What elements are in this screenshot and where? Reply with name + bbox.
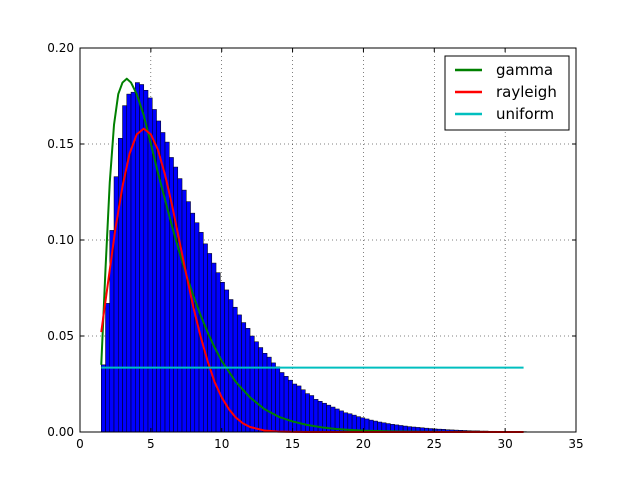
histogram-bar [245, 328, 251, 433]
histogram-bar [220, 281, 225, 433]
histogram-bar [181, 189, 187, 433]
histogram-bar [101, 364, 106, 433]
y-tick-label: 0.00 [47, 425, 74, 439]
histogram-bar [203, 243, 208, 433]
x-tick-label: 15 [285, 437, 300, 451]
histogram-bar [190, 212, 196, 433]
histogram-bar [275, 366, 281, 433]
histogram-bar [139, 84, 145, 433]
histogram-bar [241, 322, 247, 433]
histogram-bar [283, 376, 289, 433]
legend-label-gamma: gamma [496, 61, 553, 79]
x-tick-label: 25 [427, 437, 442, 451]
histogram-bar [186, 201, 191, 433]
histogram-bar [122, 105, 128, 433]
histogram-bar [237, 314, 242, 433]
legend: gamma rayleigh uniform [444, 55, 570, 131]
histogram-bar [207, 253, 213, 433]
histogram-bar [118, 137, 123, 433]
histogram-bar [300, 389, 306, 433]
histogram-bar [160, 132, 166, 433]
y-tick-label: 0.15 [47, 137, 74, 151]
x-tick-label: 35 [568, 437, 583, 451]
histogram-bar [296, 385, 302, 433]
legend-label-uniform: uniform [496, 105, 554, 123]
histogram-bar [126, 93, 132, 433]
histogram-bar [224, 289, 230, 433]
histogram-bar [271, 362, 276, 433]
axis-ticks: 0 5 10 15 20 25 30 35 0.00 0.05 0.10 0.15 0.20 [47, 41, 583, 451]
y-tick-label: 0.05 [47, 329, 74, 343]
histogram-bar [279, 372, 285, 433]
histogram-bar [262, 353, 268, 433]
histogram-bar [177, 178, 183, 433]
y-tick-label: 0.10 [47, 233, 74, 247]
histogram-bar [288, 379, 293, 433]
x-tick-label: 10 [214, 437, 229, 451]
histogram-bar [143, 89, 149, 433]
legend-label-rayleigh: rayleigh [496, 83, 557, 101]
x-tick-label: 0 [76, 437, 84, 451]
histogram-bar [258, 347, 264, 433]
histogram-bar [249, 335, 255, 433]
y-tick-label: 0.20 [47, 41, 74, 55]
x-tick-label: 20 [356, 437, 371, 451]
x-tick-label: 30 [498, 437, 513, 451]
histogram-bars [101, 82, 527, 433]
histogram-bar [254, 341, 259, 433]
histogram-bar [232, 306, 238, 433]
x-tick-label: 5 [147, 437, 155, 451]
histogram-bar [292, 383, 298, 433]
histogram-bar [173, 166, 179, 433]
